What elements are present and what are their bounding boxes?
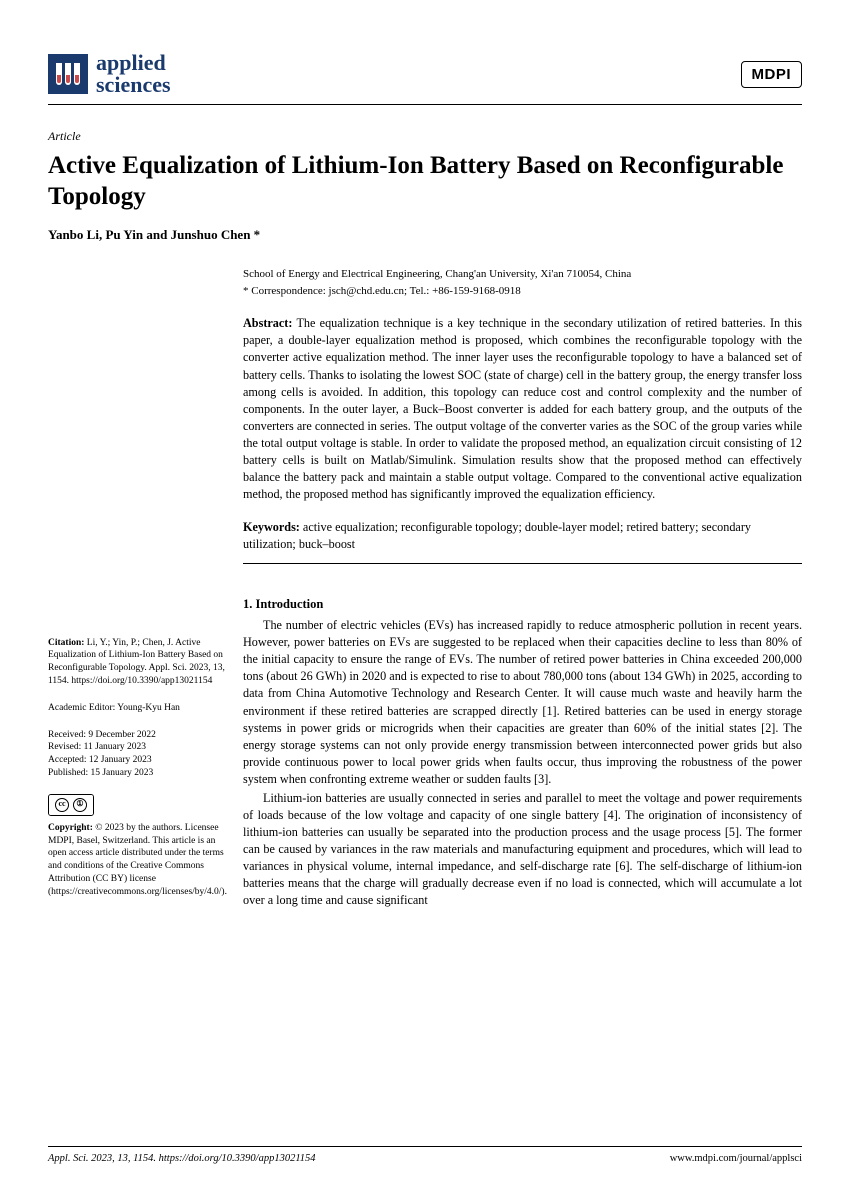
main-columns: Citation: Li, Y.; Yin, P.; Chen, J. Acti… <box>48 267 802 913</box>
license-block: cc ① Copyright: © 2023 by the authors. L… <box>48 794 231 899</box>
journal-name-line2: sciences <box>96 74 171 96</box>
journal-icon <box>48 54 88 94</box>
journal-name: applied sciences <box>96 52 171 96</box>
article-type: Article <box>48 129 802 144</box>
revised-date: Revised: 11 January 2023 <box>48 741 231 754</box>
abstract-block: Abstract: The equalization technique is … <box>243 315 802 503</box>
cc-by-icon: cc ① <box>48 794 94 816</box>
footer-url: www.mdpi.com/journal/applsci <box>670 1153 802 1164</box>
copyright-text: © 2023 by the authors. Licensee MDPI, Ba… <box>48 823 227 897</box>
intro-para-2: Lithium-ion batteries are usually connec… <box>243 790 802 910</box>
correspondence: * Correspondence: jsch@chd.edu.cn; Tel.:… <box>243 284 802 299</box>
footer-citation: Appl. Sci. 2023, 13, 1154. https://doi.o… <box>48 1153 316 1164</box>
publisher-badge: MDPI <box>741 61 803 88</box>
abstract-text: The equalization technique is a key tech… <box>243 316 802 501</box>
editor-block: Academic Editor: Young-Kyu Han <box>48 702 231 715</box>
journal-name-line1: applied <box>96 52 171 74</box>
copyright-label: Copyright: <box>48 823 93 833</box>
section-1-heading: 1. Introduction <box>243 596 802 613</box>
page-footer: Appl. Sci. 2023, 13, 1154. https://doi.o… <box>48 1146 802 1164</box>
received-date: Received: 9 December 2022 <box>48 729 231 742</box>
page-header: applied sciences MDPI <box>48 52 802 105</box>
citation-label: Citation: <box>48 638 84 648</box>
keywords-label: Keywords: <box>243 520 300 534</box>
accepted-date: Accepted: 12 January 2023 <box>48 754 231 767</box>
affiliation: School of Energy and Electrical Engineer… <box>243 267 802 282</box>
keywords-block: Keywords: active equalization; reconfigu… <box>243 519 802 564</box>
keywords-text: active equalization; reconfigurable topo… <box>243 520 751 551</box>
citation-block: Citation: Li, Y.; Yin, P.; Chen, J. Acti… <box>48 637 231 688</box>
abstract-label: Abstract: <box>243 316 292 330</box>
dates-block: Received: 9 December 2022 Revised: 11 Ja… <box>48 729 231 780</box>
article-title: Active Equalization of Lithium-Ion Batte… <box>48 150 802 213</box>
journal-logo: applied sciences <box>48 52 171 96</box>
intro-para-1: The number of electric vehicles (EVs) ha… <box>243 617 802 788</box>
content-column: School of Energy and Electrical Engineer… <box>243 267 802 913</box>
published-date: Published: 15 January 2023 <box>48 767 231 780</box>
sidebar-column: Citation: Li, Y.; Yin, P.; Chen, J. Acti… <box>48 267 243 913</box>
authors-list: Yanbo Li, Pu Yin and Junshuo Chen * <box>48 227 802 243</box>
